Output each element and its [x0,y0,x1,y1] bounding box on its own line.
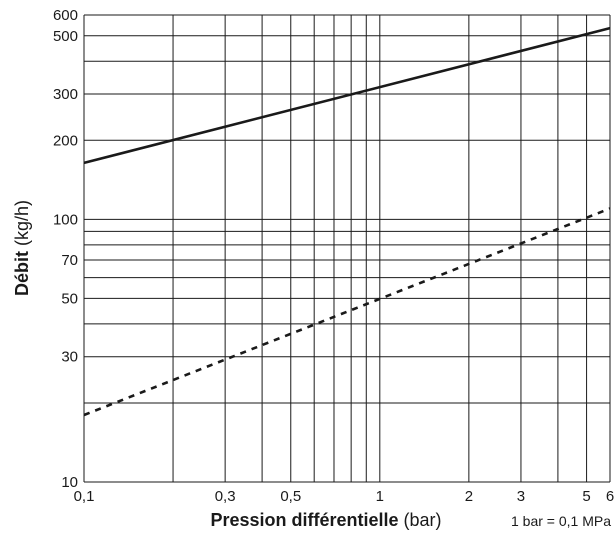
grid-lines [83,14,611,483]
x-tick-label: 3 [517,488,525,505]
y-axis-title: Débit (kg/h) [12,200,32,296]
y-axis-title-unit: (kg/h) [12,200,32,246]
y-axis-title-main: Débit [12,251,32,296]
x-tick-label: 0,5 [280,488,301,505]
x-axis-title-main: Pression différentielle [210,510,398,530]
y-tick-label: 500 [53,28,78,45]
series-lines [83,26,611,417]
dashed-flow-line [83,207,611,417]
x-axis-title-unit: (bar) [404,510,442,530]
y-tick-label: 100 [53,211,78,228]
x-tick-labels: 0,1 0,3 0,5 1 2 3 5 6 [74,488,615,505]
y-tick-label: 70 [61,252,78,269]
y-tick-label: 10 [61,474,78,491]
y-tick-label: 600 [53,7,78,24]
x-axis-title: Pression différentielle (bar) [210,510,441,530]
y-tick-label: 300 [53,86,78,103]
solid-flow-line [83,26,611,165]
y-tick-label: 30 [61,349,78,366]
unit-conversion-note: 1 bar = 0,1 MPa [511,513,611,529]
x-tick-label: 1 [376,488,384,505]
x-tick-label: 2 [465,488,473,505]
x-tick-label: 5 [582,488,590,505]
y-tick-label: 50 [61,290,78,307]
x-tick-label: 0,3 [215,488,236,505]
y-tick-label: 200 [53,132,78,149]
x-tick-label: 6 [606,488,614,505]
x-tick-label: 0,1 [74,488,95,505]
y-tick-labels: 10 30 50 70 100 200 300 500 600 [53,7,78,491]
